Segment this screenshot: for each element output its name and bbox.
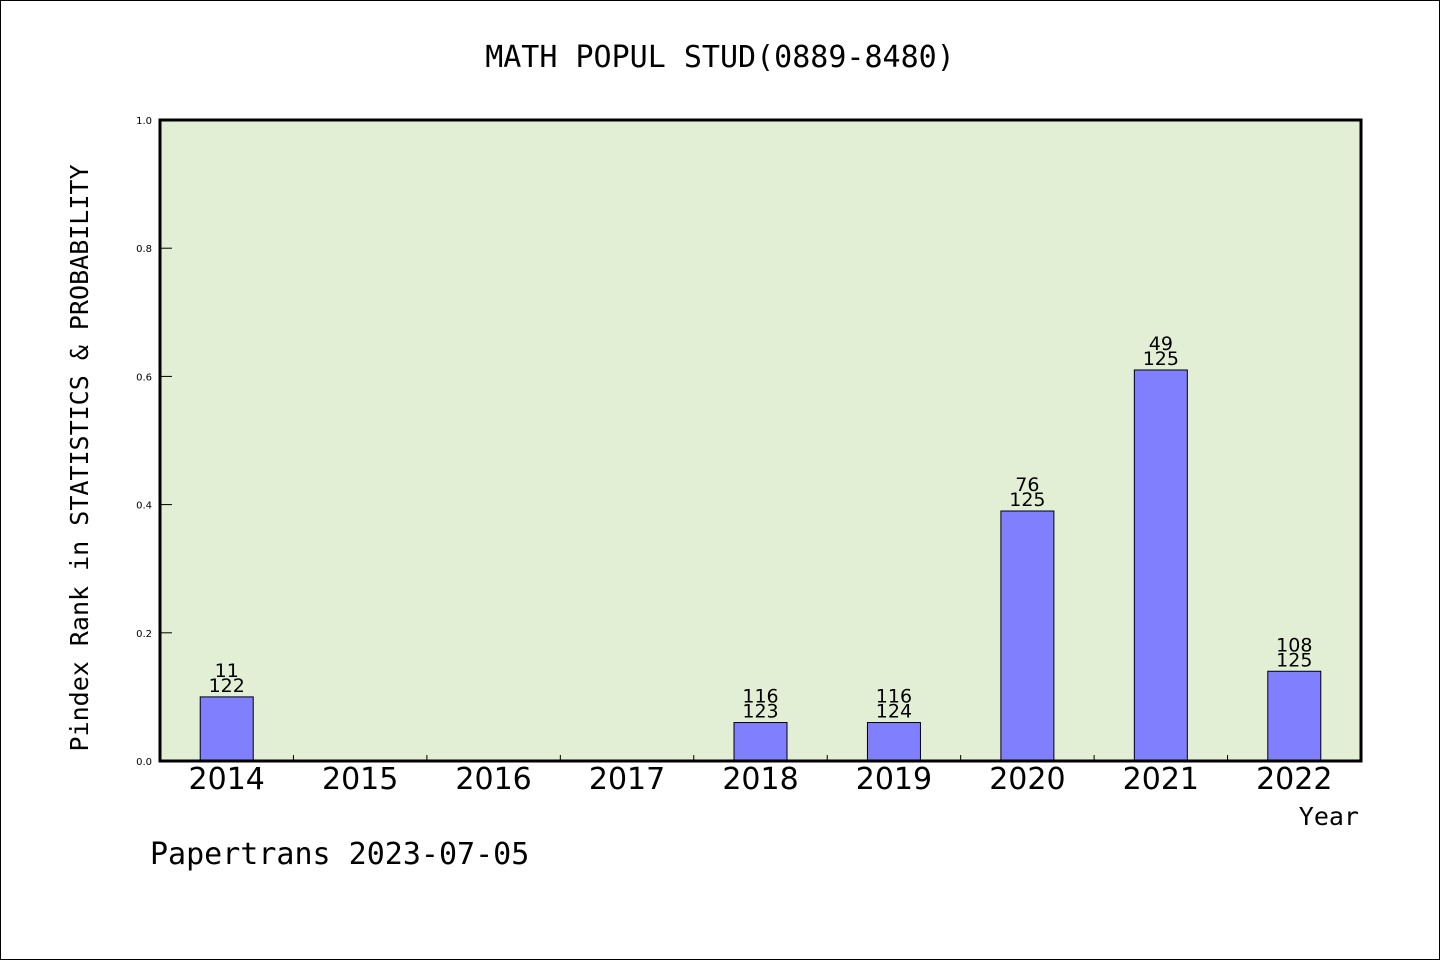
data-label-top: 116 [876,686,912,708]
y-tick-label: 0.8 [136,244,152,255]
x-axis: 2014 2015 2016 2017 2018 2019 2020 2021 2022 [189,755,1332,797]
x-tick-label: 2020 [989,762,1065,797]
bar-2014 [199,696,254,762]
y-tick-label: 0.2 [136,629,152,640]
x-axis-label: Year [1299,802,1359,831]
x-tick-label: 2021 [1123,762,1199,797]
data-label-top: 76 [1015,474,1039,496]
footer-credit: Papertrans 2023-07-05 [150,837,529,872]
data-label-bottom: 124 [876,701,912,723]
y-tick-label: 0.4 [136,501,152,512]
data-label-top: 108 [1276,634,1312,656]
bar-2022 [1267,670,1322,762]
bar-2019 [866,722,921,762]
x-tick-label: 2016 [455,762,531,797]
bar-2018 [733,722,788,762]
data-label-top: 11 [215,660,239,682]
bar-2020 [1000,510,1055,762]
y-tick-label: 1.0 [136,116,152,127]
y-axis-label: Pindex Rank in STATISTICS & PROBABILITY [65,165,94,752]
y-tick-label: 0.0 [136,757,152,768]
x-tick-label: 2018 [722,762,798,797]
data-label-bottom: 123 [742,701,778,723]
x-tick-label: 2017 [589,762,665,797]
x-tick-label: 2014 [189,762,265,797]
data-label-top: 116 [742,686,778,708]
data-label-top: 49 [1149,333,1173,355]
bar-2021 [1133,369,1188,762]
x-tick-label: 2022 [1256,762,1332,797]
y-tick-label: 0.6 [136,372,152,383]
data-label-bottom: 122 [209,675,245,697]
chart-title: MATH POPUL STUD(0889-8480) [485,40,955,75]
data-label-bottom: 125 [1276,649,1312,671]
x-tick-label: 2015 [322,762,398,797]
data-label-bottom: 125 [1143,348,1179,370]
data-label-bottom: 125 [1009,489,1045,511]
x-tick-label: 2019 [856,762,932,797]
plot-border [158,118,1363,763]
